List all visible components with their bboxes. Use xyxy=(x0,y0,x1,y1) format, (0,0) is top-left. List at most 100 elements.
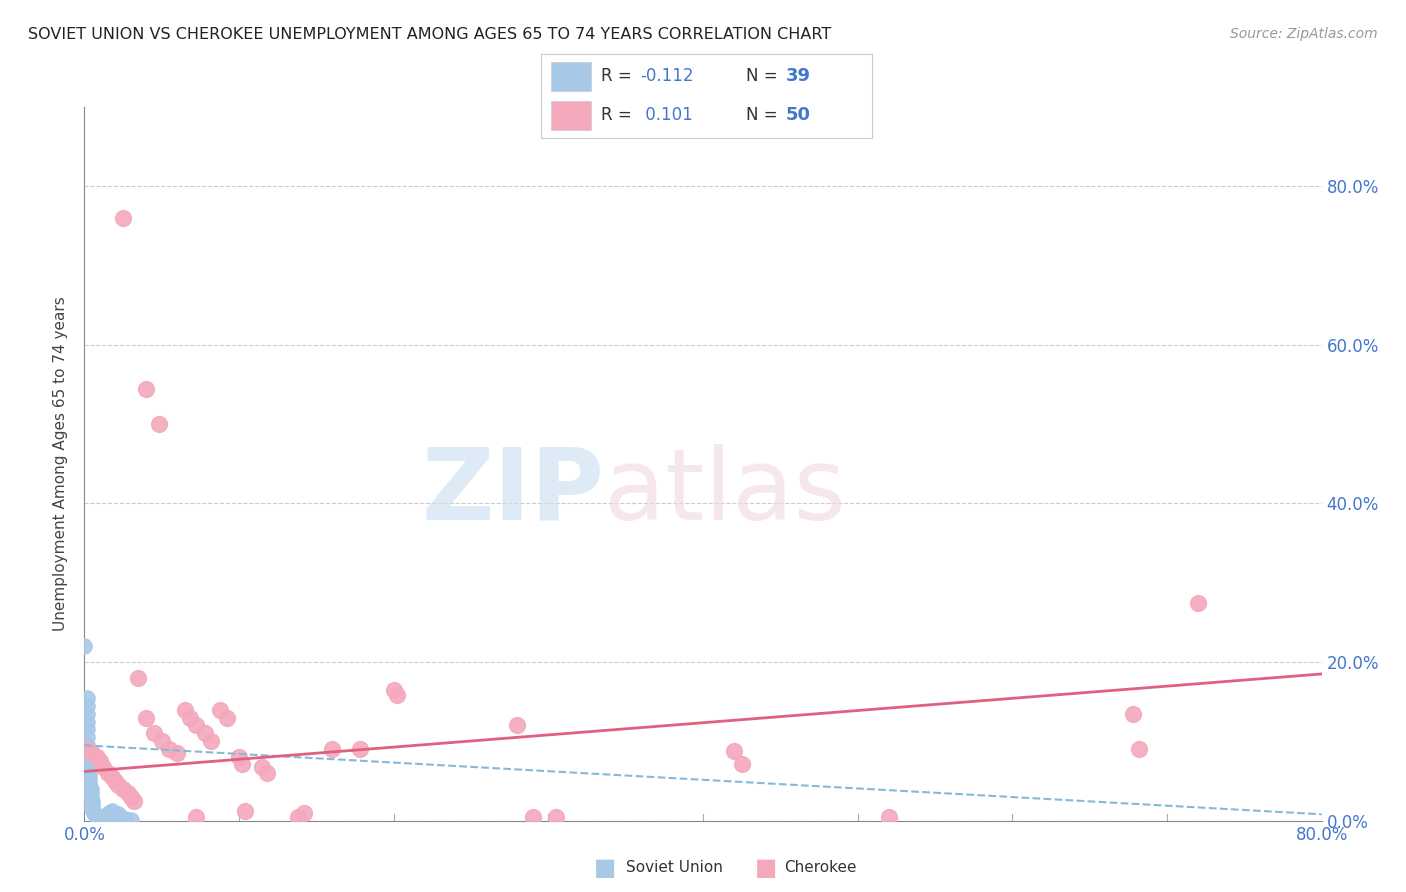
Text: N =: N = xyxy=(747,106,783,124)
Point xyxy=(76,731,98,745)
Point xyxy=(159,742,181,756)
Text: ■: ■ xyxy=(755,856,778,880)
Point xyxy=(101,770,124,784)
Point xyxy=(228,750,250,764)
Point xyxy=(97,807,120,822)
Point xyxy=(150,734,173,748)
Point xyxy=(112,211,135,225)
Point xyxy=(77,778,100,792)
Point xyxy=(79,786,101,800)
Point xyxy=(723,744,745,758)
Point xyxy=(82,802,104,816)
Point xyxy=(215,710,238,724)
Point xyxy=(231,756,253,771)
FancyBboxPatch shape xyxy=(551,101,591,130)
Point xyxy=(546,810,568,824)
Text: Source: ZipAtlas.com: Source: ZipAtlas.com xyxy=(1230,27,1378,41)
Point xyxy=(174,703,197,717)
Point xyxy=(76,706,98,721)
Point xyxy=(1122,706,1144,721)
Point xyxy=(83,805,105,820)
Point xyxy=(166,746,188,760)
Point xyxy=(73,639,96,653)
Point xyxy=(117,786,139,800)
Point xyxy=(82,746,104,760)
Point xyxy=(110,811,132,825)
Point xyxy=(120,789,142,804)
Point xyxy=(77,762,100,776)
Point xyxy=(287,810,309,824)
Point xyxy=(77,766,100,780)
Point xyxy=(321,742,343,756)
Point xyxy=(76,714,98,729)
Point xyxy=(256,766,278,780)
Point xyxy=(731,756,754,771)
Text: SOVIET UNION VS CHEROKEE UNEMPLOYMENT AMONG AGES 65 TO 74 YEARS CORRELATION CHAR: SOVIET UNION VS CHEROKEE UNEMPLOYMENT AM… xyxy=(28,27,831,42)
Point xyxy=(135,710,157,724)
Text: 0.101: 0.101 xyxy=(641,106,693,124)
Point xyxy=(522,810,544,824)
Point xyxy=(209,703,232,717)
Point xyxy=(506,718,529,732)
Point xyxy=(184,718,207,732)
Point xyxy=(128,671,150,685)
Y-axis label: Unemployment Among Ages 65 to 74 years: Unemployment Among Ages 65 to 74 years xyxy=(53,296,69,632)
Point xyxy=(84,807,107,822)
Point xyxy=(143,726,166,740)
Point xyxy=(184,810,207,824)
Point xyxy=(77,774,100,789)
Point xyxy=(91,760,114,774)
Point xyxy=(93,811,115,825)
Point xyxy=(122,794,145,808)
Point xyxy=(107,778,129,792)
Text: 50: 50 xyxy=(786,106,811,124)
Point xyxy=(135,382,157,396)
Point xyxy=(349,742,371,756)
FancyBboxPatch shape xyxy=(551,62,591,91)
Point xyxy=(114,812,136,826)
Text: Soviet Union: Soviet Union xyxy=(626,861,723,875)
Point xyxy=(77,770,100,784)
Point xyxy=(89,754,111,768)
Point xyxy=(112,781,135,796)
Text: 39: 39 xyxy=(786,68,811,86)
Point xyxy=(1187,596,1209,610)
Text: -0.112: -0.112 xyxy=(641,68,695,86)
Point xyxy=(76,742,98,756)
Point xyxy=(82,797,104,812)
Point xyxy=(76,723,98,737)
Point xyxy=(194,726,217,740)
Point xyxy=(76,690,98,705)
Point xyxy=(292,805,315,820)
Text: R =: R = xyxy=(600,68,637,86)
Text: ■: ■ xyxy=(593,856,616,880)
Text: N =: N = xyxy=(747,68,783,86)
Point xyxy=(79,781,101,796)
Point xyxy=(97,766,120,780)
Point xyxy=(200,734,222,748)
Text: R =: R = xyxy=(600,106,637,124)
Point xyxy=(233,804,256,818)
Point xyxy=(104,810,127,824)
Point xyxy=(76,746,98,760)
Point xyxy=(120,813,142,827)
Point xyxy=(91,812,114,826)
Point xyxy=(76,698,98,713)
Point xyxy=(385,689,408,703)
Point xyxy=(86,750,108,764)
Point xyxy=(179,710,201,724)
Point xyxy=(1128,742,1150,756)
Point xyxy=(89,812,111,826)
Point xyxy=(877,810,900,824)
Point xyxy=(76,752,98,766)
Point xyxy=(79,789,101,804)
Point xyxy=(90,813,112,827)
Point xyxy=(98,805,121,820)
Point xyxy=(382,682,405,697)
Point xyxy=(107,807,129,822)
Point xyxy=(87,811,110,825)
Point xyxy=(82,794,104,808)
Point xyxy=(101,804,124,818)
Point xyxy=(76,756,98,771)
Point xyxy=(148,417,170,432)
